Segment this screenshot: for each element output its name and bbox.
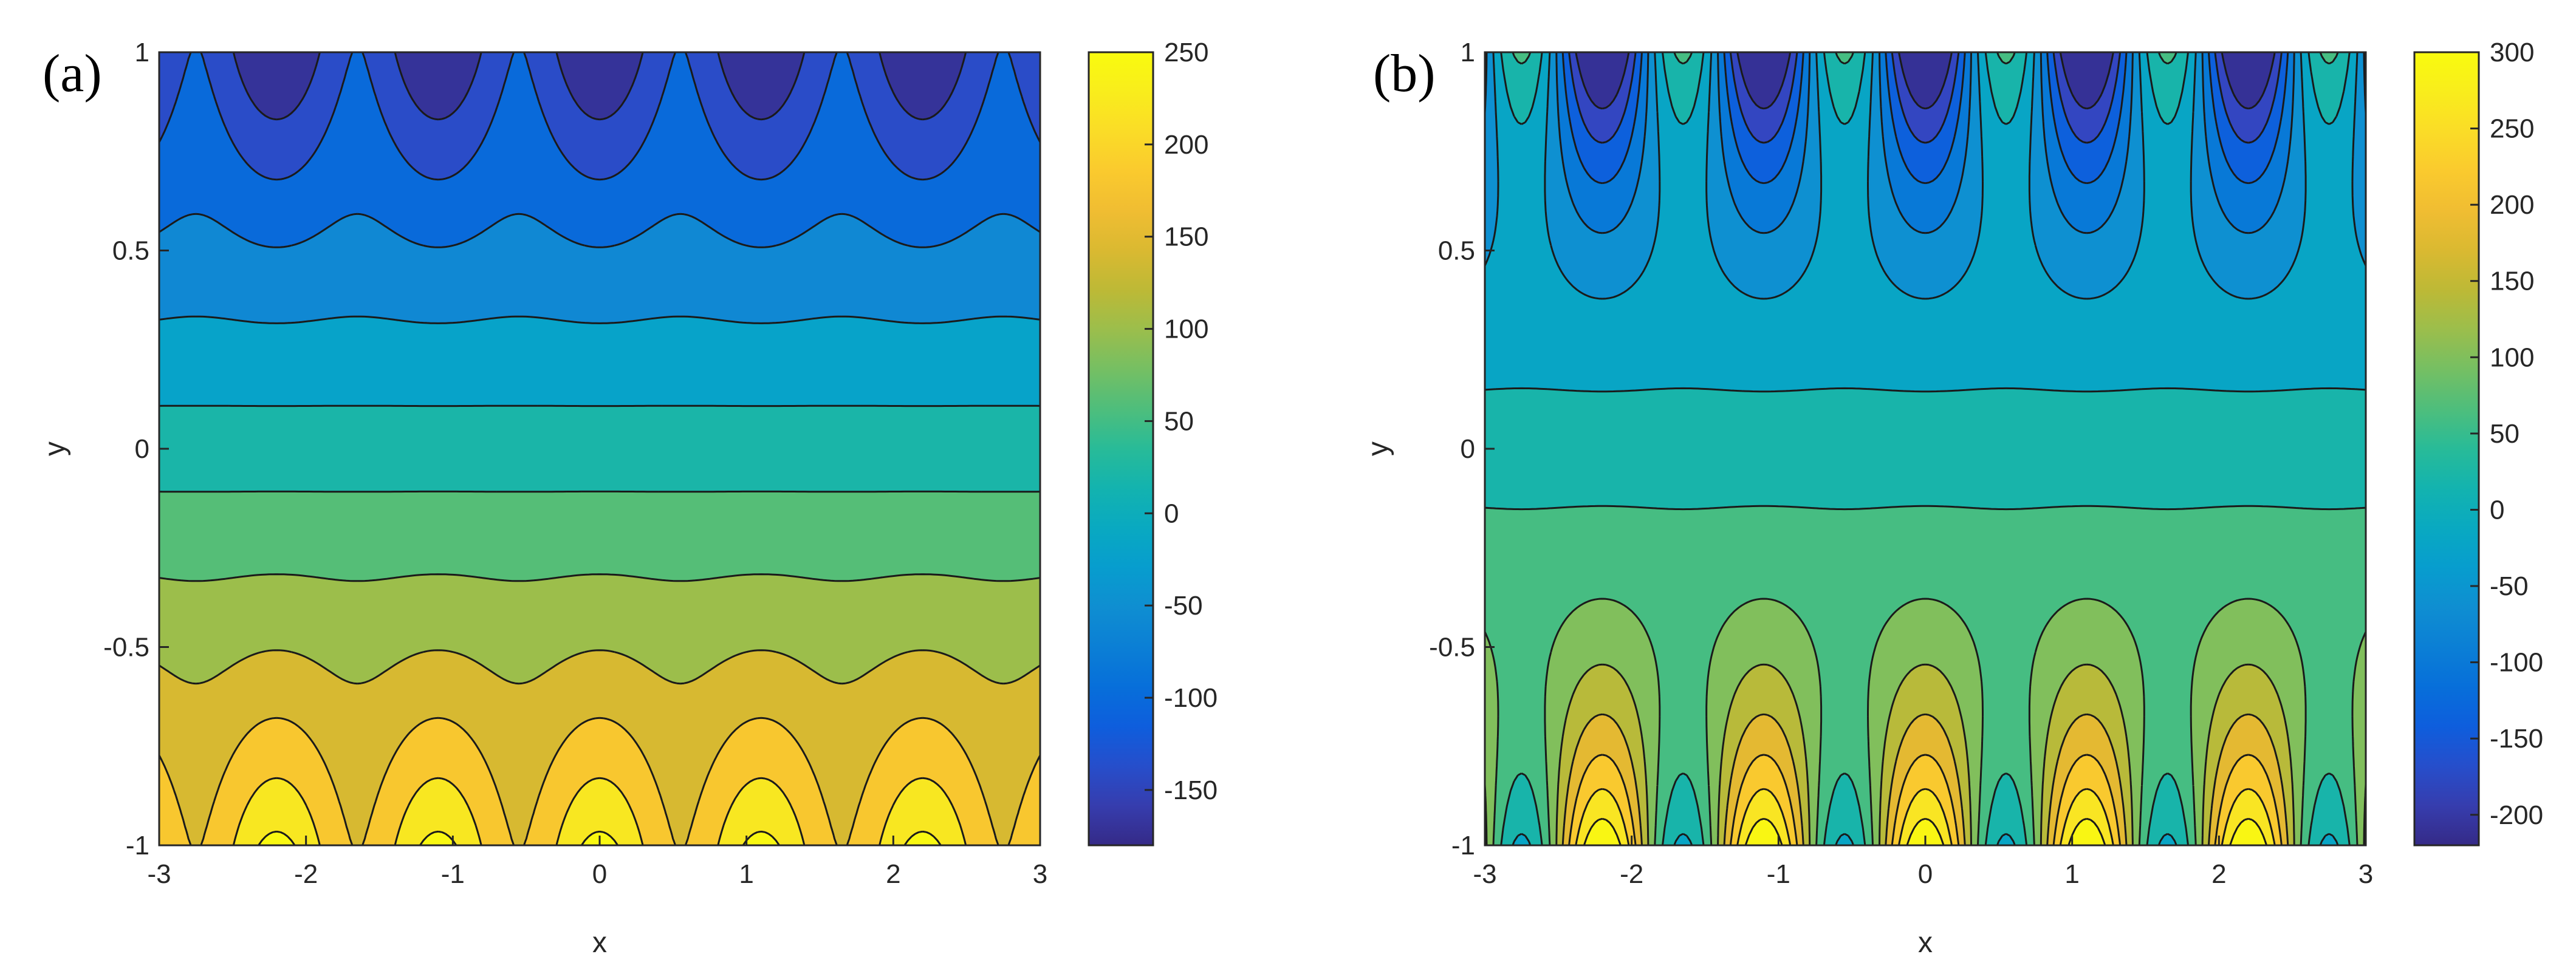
panel-a: (a) -3 -2 -1 0 1 2 3 1 0.5 0 -0.5 -1 x y 250 200 150… — [39, 38, 1218, 959]
contour-line-b-1 — [1568, 52, 2283, 144]
x-tick-label-b-4: 1 — [2064, 859, 2079, 889]
y-tick-label-a-4: -1 — [126, 831, 149, 860]
contour-line-b-0 — [1575, 52, 2276, 110]
contour-line-b-6 — [1484, 52, 2366, 846]
x-tick-label-b-3: 0 — [1918, 859, 1933, 889]
colorbar-tick-label-a-4: 50 — [1164, 406, 1194, 436]
contour-line-b-2 — [1561, 52, 2289, 185]
colorbar-tick-label-b-7: -50 — [2490, 571, 2529, 601]
colorbar-tick-label-a-5: 0 — [1164, 499, 1179, 528]
y-tick-label-a-2: 0 — [135, 434, 149, 464]
y-ticks-b: 1 0.5 0 -0.5 -1 — [1429, 38, 1495, 860]
colorbar-tick-label-a-3: 100 — [1164, 315, 1208, 344]
colorbar-tick-label-b-4: 100 — [2490, 342, 2534, 372]
y-tick-label-a-1: 0.5 — [112, 236, 149, 266]
contour-line-a-0 — [232, 52, 967, 121]
x-ticks-b: -3 -2 -1 0 1 2 3 — [1473, 836, 2373, 889]
colorbar-tick-label-a-1: 200 — [1164, 130, 1208, 160]
contour-line-b-4 — [1484, 52, 2367, 300]
colorbar-tick-label-b-10: -200 — [2490, 800, 2543, 830]
x-tick-label-a-1: -2 — [294, 859, 318, 889]
y-tick-label-b-1: 0.5 — [1438, 236, 1475, 266]
contour-map-b — [1485, 52, 2366, 845]
colorbar-tick-label-b-2: 200 — [2490, 190, 2534, 220]
contour-line-b-10 — [1568, 754, 2283, 846]
contour-line-a-2 — [159, 213, 1041, 248]
colorbar-tick-label-b-8: -100 — [2490, 648, 2543, 678]
colorbar-tick-label-a-2: 150 — [1164, 222, 1208, 252]
colorbar-tick-label-a-0: 250 — [1164, 38, 1208, 67]
panel-a-label: (a) — [43, 44, 102, 103]
x-tick-label-a-2: -1 — [441, 859, 465, 889]
x-tick-label-a-4: 1 — [739, 859, 753, 889]
contour-line-b-5 — [1484, 52, 2366, 846]
contour-line-a-10 — [258, 830, 942, 846]
x-tick-label-b-0: -3 — [1473, 859, 1496, 889]
colorbar-tick-label-a-8: -150 — [1164, 775, 1218, 805]
x-tick-label-b-5: 2 — [2211, 859, 2226, 889]
contour-line-a-1 — [158, 52, 1041, 181]
contour-lines-b — [1484, 52, 2367, 846]
contour-line-a-3 — [159, 315, 1041, 324]
colorbar-tick-label-b-9: -150 — [2490, 724, 2543, 754]
contour-line-a-8 — [158, 717, 1041, 846]
x-tick-label-a-0: -3 — [147, 859, 171, 889]
contour-line-b-12 — [1583, 817, 2268, 846]
y-tick-label-a-3: -0.5 — [103, 633, 149, 663]
y-tick-label-b-0: 1 — [1461, 38, 1475, 67]
y-axis-label-a: y — [39, 441, 71, 456]
y-ticks-a: 1 0.5 0 -0.5 -1 — [103, 38, 169, 860]
y-axis-label-b: y — [1362, 441, 1394, 456]
y-tick-label-b-3: -0.5 — [1429, 633, 1475, 663]
x-tick-label-b-2: -1 — [1767, 859, 1790, 889]
panel-b-label: (b) — [1373, 44, 1436, 103]
colorbar-a — [1088, 51, 1154, 847]
y-tick-label-a-0: 1 — [135, 38, 149, 67]
contour-line-b-3 — [1484, 52, 2367, 234]
colorbar-tick-label-b-5: 50 — [2490, 419, 2519, 449]
x-ticks-a: -3 -2 -1 0 1 2 3 — [147, 836, 1047, 889]
colorbar-b — [2413, 51, 2480, 847]
colorbar-tick-label-b-6: 0 — [2490, 495, 2504, 525]
panel-b: (b) -3 -2 -1 0 1 2 3 1 0.5 0 -0.5 -1 x y 300 250 200… — [1362, 38, 2543, 959]
x-tick-label-a-3: 0 — [592, 859, 607, 889]
contour-line-a-9 — [232, 777, 967, 846]
x-tick-label-b-1: -2 — [1620, 859, 1643, 889]
contour-line-a-7 — [159, 649, 1041, 685]
contour-line-b-11 — [1575, 788, 2276, 846]
colorbar-tick-label-b-1: 250 — [2490, 114, 2534, 144]
colorbar-tick-label-b-3: 150 — [2490, 267, 2534, 296]
colorbar-tick-label-b-0: 300 — [2490, 38, 2534, 67]
y-tick-label-b-2: 0 — [1461, 434, 1475, 464]
contour-line-a-6 — [159, 573, 1041, 582]
x-tick-label-b-6: 3 — [2358, 859, 2373, 889]
y-tick-label-b-4: -1 — [1451, 831, 1475, 860]
colorbar-tick-label-a-6: -50 — [1164, 591, 1203, 621]
colorbar-ticks-a: 250 200 150 100 50 0 -50 -100 -150 — [1145, 38, 1218, 805]
colorbar-tick-label-a-7: -100 — [1164, 683, 1218, 713]
colorbar-ticks-b: 300 250 200 150 100 50 0 -50 -100 -150 -200 — [2470, 38, 2543, 830]
contour-line-b-9 — [1561, 713, 2289, 846]
x-tick-label-a-6: 3 — [1033, 859, 1047, 889]
contour-lines-a — [158, 52, 1041, 846]
x-axis-label-b: x — [1918, 927, 1933, 959]
x-axis-label-a: x — [592, 927, 607, 959]
contour-line-b-8 — [1484, 663, 2367, 846]
x-tick-label-a-5: 2 — [886, 859, 900, 889]
contour-map-a — [159, 52, 1040, 845]
contour-line-b-7 — [1484, 598, 2367, 846]
